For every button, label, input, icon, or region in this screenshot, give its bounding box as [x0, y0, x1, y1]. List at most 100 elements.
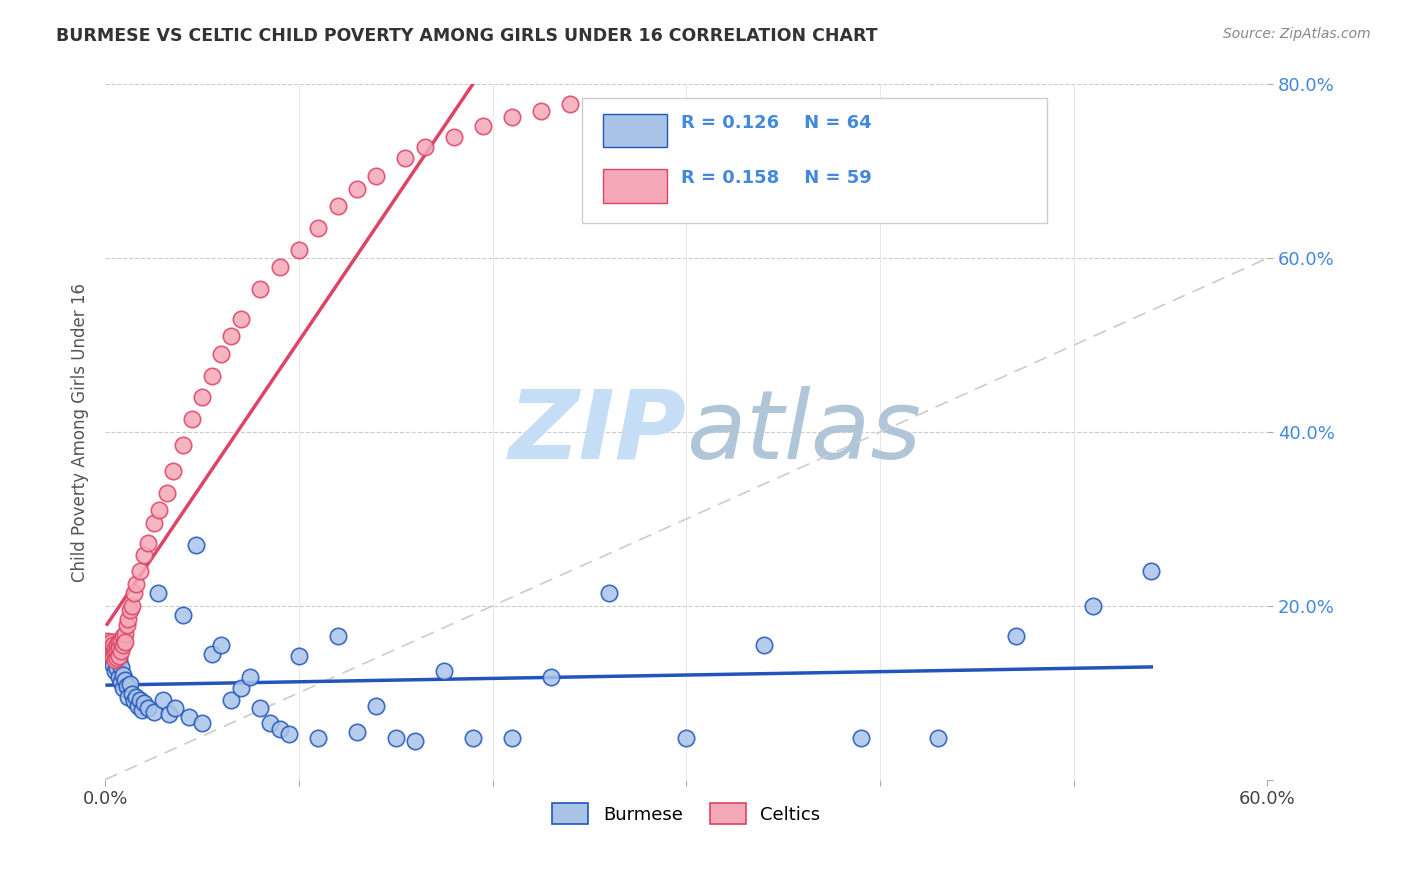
Point	[501, 111, 523, 125]
FancyBboxPatch shape	[603, 113, 666, 147]
Point	[675, 731, 697, 745]
Point	[172, 607, 194, 622]
Point	[104, 647, 127, 661]
Point	[1140, 564, 1163, 578]
Point	[120, 677, 142, 691]
Point	[163, 701, 186, 715]
Y-axis label: Child Poverty Among Girls Under 16: Child Poverty Among Girls Under 16	[72, 283, 89, 582]
Point	[146, 586, 169, 600]
Point	[219, 692, 242, 706]
Point	[219, 329, 242, 343]
Point	[105, 661, 128, 675]
Point	[156, 486, 179, 500]
Text: ZIP: ZIP	[509, 385, 686, 478]
Point	[136, 701, 159, 715]
Point	[107, 640, 129, 655]
Point	[96, 638, 118, 652]
Point	[104, 647, 127, 661]
Point	[101, 657, 124, 672]
Point	[191, 390, 214, 404]
Point	[107, 635, 129, 649]
Text: R = 0.158    N = 59: R = 0.158 N = 59	[681, 169, 872, 187]
Point	[278, 727, 301, 741]
Point	[259, 716, 281, 731]
Point	[598, 586, 620, 600]
Point	[366, 698, 388, 713]
Point	[121, 688, 143, 702]
Point	[366, 169, 388, 183]
Point	[394, 151, 416, 165]
Point	[98, 644, 121, 658]
Point	[269, 723, 291, 737]
Point	[110, 659, 132, 673]
Point	[101, 635, 124, 649]
Point	[115, 679, 138, 693]
Point	[105, 644, 128, 658]
Point	[100, 651, 122, 665]
Point	[142, 705, 165, 719]
Text: BURMESE VS CELTIC CHILD POVERTY AMONG GIRLS UNDER 16 CORRELATION CHART: BURMESE VS CELTIC CHILD POVERTY AMONG GI…	[56, 27, 877, 45]
Point	[122, 694, 145, 708]
Point	[269, 260, 291, 274]
Point	[114, 626, 136, 640]
FancyBboxPatch shape	[603, 169, 666, 202]
Point	[131, 703, 153, 717]
Point	[127, 698, 149, 713]
Point	[98, 638, 121, 652]
Point	[209, 638, 232, 652]
Point	[117, 612, 139, 626]
Point	[181, 412, 204, 426]
Point	[98, 644, 121, 658]
Point	[107, 649, 129, 664]
Point	[125, 577, 148, 591]
Point	[104, 640, 127, 655]
Point	[148, 503, 170, 517]
Point	[101, 644, 124, 658]
Point	[136, 536, 159, 550]
Point	[111, 681, 134, 696]
Point	[104, 653, 127, 667]
Point	[849, 731, 872, 745]
Point	[443, 129, 465, 144]
Legend: Burmese, Celtics: Burmese, Celtics	[543, 794, 830, 833]
Point	[129, 564, 152, 578]
Point	[413, 140, 436, 154]
Point	[201, 647, 224, 661]
Point	[927, 731, 949, 745]
Point	[288, 649, 311, 664]
Point	[752, 638, 775, 652]
Point	[172, 438, 194, 452]
Point	[540, 670, 562, 684]
Point	[129, 692, 152, 706]
Point	[107, 653, 129, 667]
Point	[1004, 629, 1026, 643]
Point	[115, 618, 138, 632]
Point	[122, 586, 145, 600]
Point	[249, 282, 271, 296]
Point	[120, 603, 142, 617]
Point	[326, 629, 349, 643]
Point	[110, 675, 132, 690]
Point	[346, 182, 368, 196]
Point	[121, 599, 143, 613]
Point	[110, 644, 132, 658]
Point	[111, 668, 134, 682]
Point	[101, 649, 124, 664]
Point	[1081, 599, 1104, 613]
Point	[132, 549, 155, 563]
Point	[288, 243, 311, 257]
Point	[132, 696, 155, 710]
Point	[229, 681, 252, 696]
Point	[471, 119, 494, 133]
Text: atlas: atlas	[686, 385, 921, 478]
Point	[346, 724, 368, 739]
Point	[114, 673, 136, 687]
Point	[105, 638, 128, 652]
Point	[384, 731, 406, 745]
Text: R = 0.126    N = 64: R = 0.126 N = 64	[681, 113, 872, 132]
Point	[186, 538, 208, 552]
Point	[100, 635, 122, 649]
Point	[229, 312, 252, 326]
Point	[111, 638, 134, 652]
Point	[125, 690, 148, 704]
